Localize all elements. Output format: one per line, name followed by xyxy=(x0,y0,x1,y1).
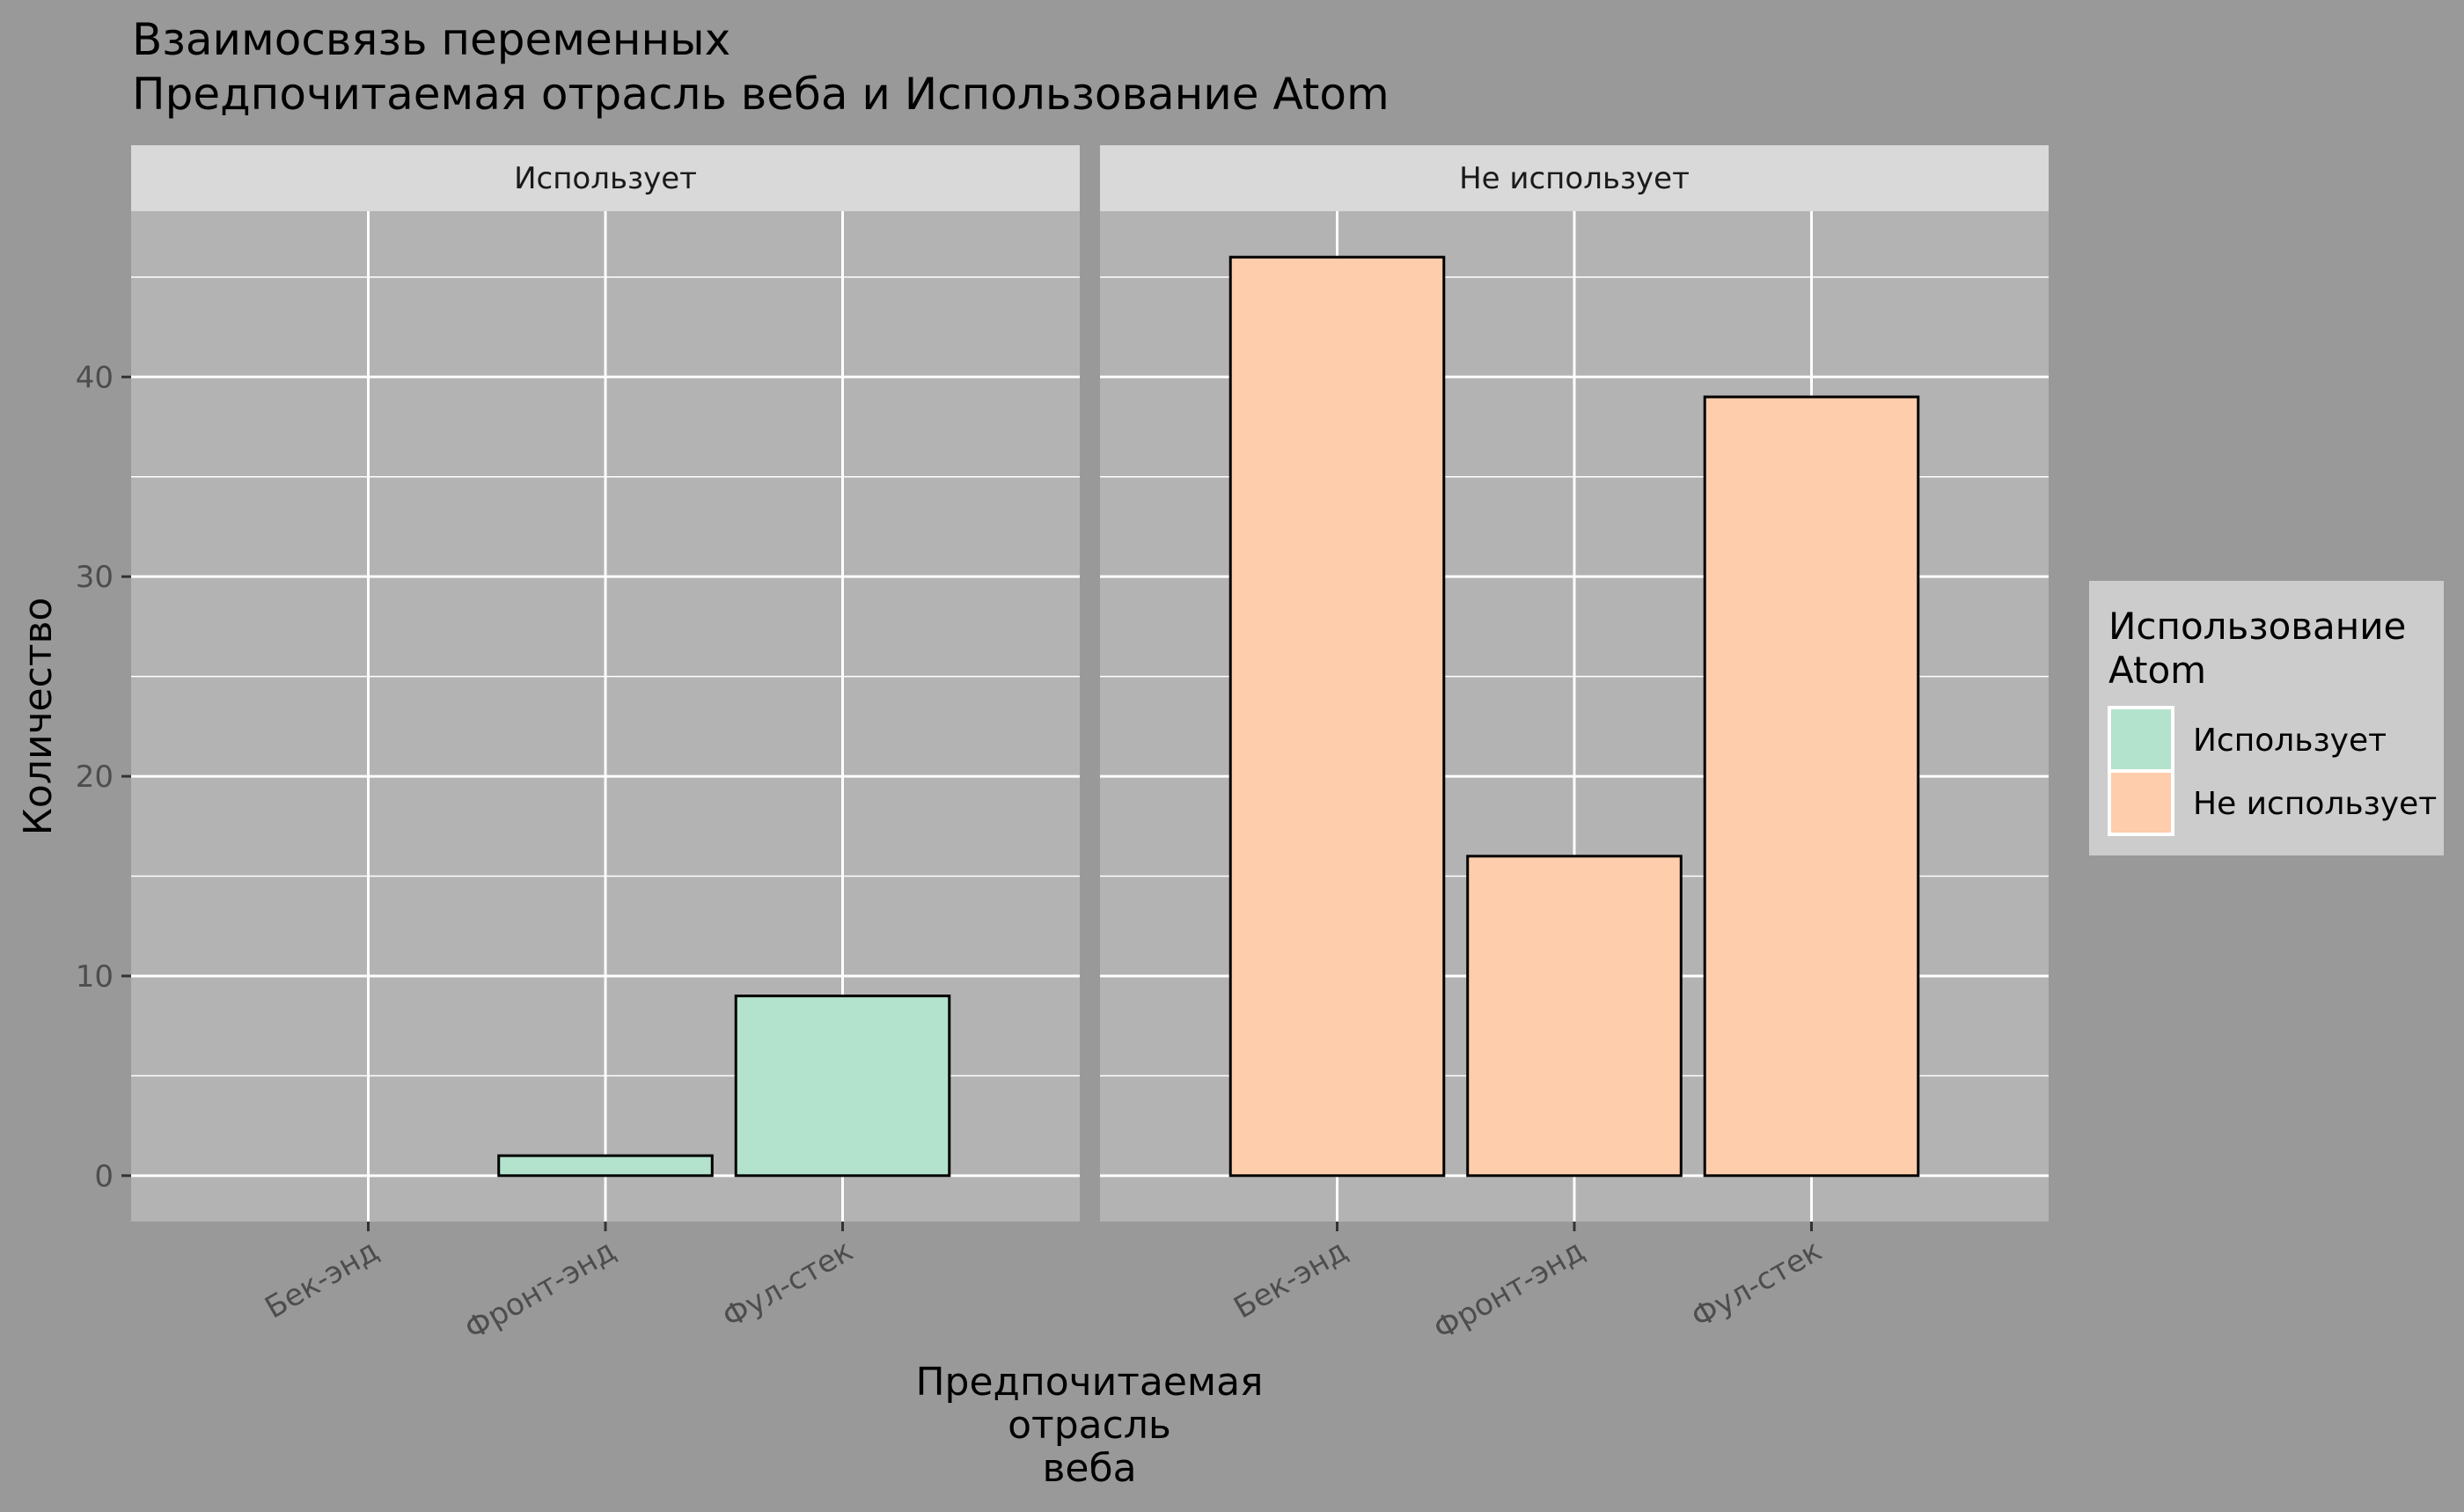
facet-strip-left xyxy=(131,145,1080,211)
y-tick-label: 30 xyxy=(76,560,114,595)
chart-title: Взаимосвязь переменных Предпочитаемая от… xyxy=(132,14,1390,120)
legend-key-not-uses xyxy=(2108,769,2174,836)
chart-title-line: Взаимосвязь переменных xyxy=(132,14,730,65)
x-axis-title-line: отрасль xyxy=(1008,1403,1171,1448)
facet-label-left: Использует xyxy=(514,161,697,196)
legend-title-line: Atom xyxy=(2108,649,2206,692)
bars xyxy=(497,255,1920,1178)
bar xyxy=(497,1154,714,1178)
y-tick-label: 0 xyxy=(94,1159,114,1194)
facet-label-right: Не использует xyxy=(1459,161,1690,196)
x-axis-title: Предпочитаемая отрасль веба xyxy=(915,1360,1263,1491)
facet-strip-right xyxy=(1100,145,2049,211)
legend-key-uses xyxy=(2108,706,2174,773)
bar xyxy=(1466,855,1683,1178)
legend-title-line: Использование xyxy=(2108,605,2406,648)
y-axis-title: Количество xyxy=(16,598,61,836)
x-axis-title-line: веба xyxy=(1042,1446,1136,1491)
legend-label-uses: Использует xyxy=(2193,723,2387,759)
legend-title: Использование Atom xyxy=(2108,605,2418,692)
y-tick-label: 20 xyxy=(76,760,114,795)
chart-title-line: Предпочитаемая отрасль веба и Использова… xyxy=(132,69,1390,120)
bar xyxy=(734,995,951,1178)
bar xyxy=(1703,395,1920,1178)
legend-label-not-uses: Не использует xyxy=(2193,786,2437,822)
x-axis-title-line: Предпочитаемая xyxy=(915,1360,1263,1405)
y-tick-label: 40 xyxy=(76,360,114,395)
bar xyxy=(1228,255,1446,1178)
y-tick-label: 10 xyxy=(76,959,114,995)
